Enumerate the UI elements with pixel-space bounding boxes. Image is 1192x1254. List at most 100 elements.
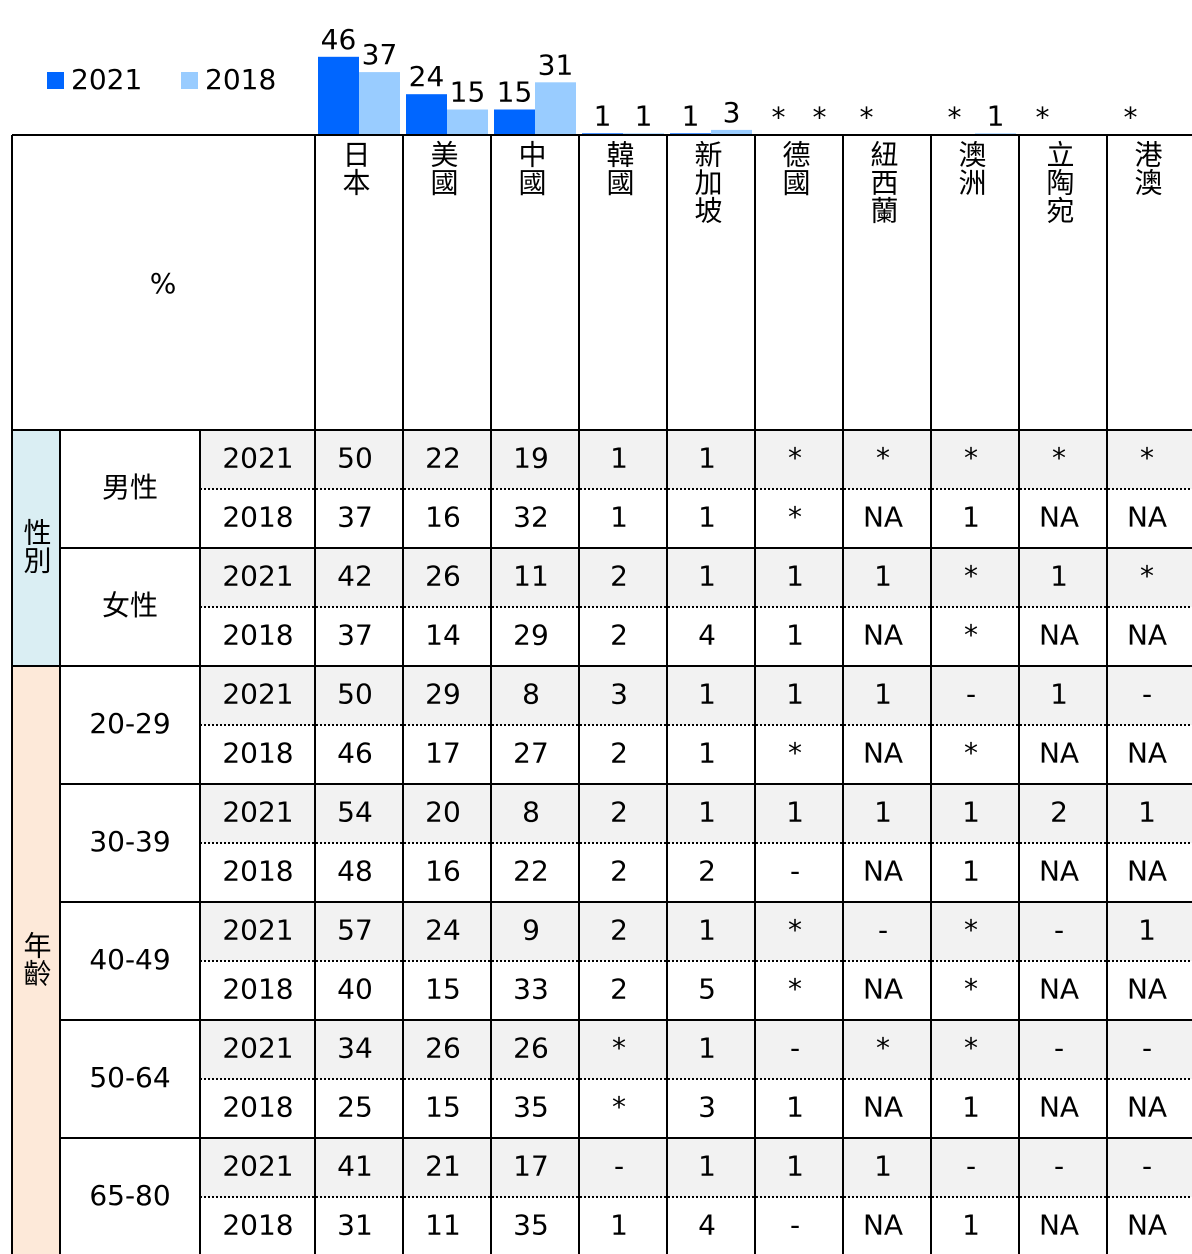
cell: 29 bbox=[513, 619, 549, 652]
legend-swatch bbox=[47, 72, 64, 89]
column-header: 中國 bbox=[515, 140, 548, 196]
cell: 14 bbox=[425, 619, 461, 652]
row-bg bbox=[200, 1020, 1192, 1079]
cell: * bbox=[964, 619, 978, 652]
column-header: 新加坡 bbox=[691, 140, 724, 224]
bar-label: 1 bbox=[987, 99, 1005, 132]
cell: 1 bbox=[698, 678, 716, 711]
bar-label: 24 bbox=[409, 60, 445, 93]
cell: 1 bbox=[786, 1091, 804, 1124]
cell: 31 bbox=[337, 1209, 373, 1242]
cell: 1 bbox=[1050, 560, 1068, 593]
year-label: 2018 bbox=[222, 1209, 293, 1242]
cell: 1 bbox=[786, 678, 804, 711]
cell: 34 bbox=[337, 1032, 373, 1065]
year-label: 2021 bbox=[222, 678, 293, 711]
cell: - bbox=[790, 1032, 800, 1065]
cell: NA bbox=[863, 619, 903, 652]
subgroup-label: 20-29 bbox=[89, 707, 170, 740]
group-label: 性別 bbox=[20, 518, 53, 574]
cell: 1 bbox=[962, 1209, 980, 1242]
cell: * bbox=[788, 442, 802, 475]
cell: * bbox=[788, 914, 802, 947]
bar-label: * bbox=[813, 101, 827, 134]
year-label: 2018 bbox=[222, 973, 293, 1006]
cell: 1 bbox=[962, 796, 980, 829]
column-header: 德國 bbox=[779, 140, 812, 196]
cell: NA bbox=[1039, 501, 1079, 534]
cell: NA bbox=[863, 973, 903, 1006]
cell: NA bbox=[863, 855, 903, 888]
cell: - bbox=[1142, 1150, 1152, 1183]
subgroup-label: 50-64 bbox=[89, 1061, 170, 1094]
cell: 1 bbox=[698, 560, 716, 593]
cell: * bbox=[964, 442, 978, 475]
cell: 1 bbox=[698, 796, 716, 829]
cell: 1 bbox=[698, 737, 716, 770]
cell: 17 bbox=[425, 737, 461, 770]
year-label: 2018 bbox=[222, 737, 293, 770]
cell: 2 bbox=[610, 619, 628, 652]
column-header: 美國 bbox=[427, 140, 460, 196]
cell: 4 bbox=[698, 619, 716, 652]
cell: 35 bbox=[513, 1209, 549, 1242]
cell: * bbox=[964, 1032, 978, 1065]
row-bg bbox=[200, 784, 1192, 843]
cell: 2 bbox=[1050, 796, 1068, 829]
cell: 42 bbox=[337, 560, 373, 593]
cell: 40 bbox=[337, 973, 373, 1006]
cell: 50 bbox=[337, 442, 373, 475]
year-label: 2021 bbox=[222, 442, 293, 475]
subgroup-label: 65-80 bbox=[89, 1179, 170, 1212]
cell: 22 bbox=[425, 442, 461, 475]
cell: 41 bbox=[337, 1150, 373, 1183]
cell: NA bbox=[1039, 619, 1079, 652]
bar bbox=[318, 56, 359, 135]
cell: 5 bbox=[698, 973, 716, 1006]
cell: NA bbox=[863, 501, 903, 534]
cell: NA bbox=[1127, 619, 1167, 652]
cell: NA bbox=[1039, 1091, 1079, 1124]
cell: 26 bbox=[513, 1032, 549, 1065]
cell: NA bbox=[1127, 973, 1167, 1006]
cell: NA bbox=[1039, 737, 1079, 770]
cell: 25 bbox=[337, 1091, 373, 1124]
bar-label: * bbox=[860, 101, 874, 134]
year-label: 2018 bbox=[222, 619, 293, 652]
cell: NA bbox=[1039, 973, 1079, 1006]
cell: * bbox=[1052, 442, 1066, 475]
legend-label: 2021 bbox=[71, 63, 142, 96]
bar-label: 1 bbox=[635, 99, 653, 132]
cell: - bbox=[966, 678, 976, 711]
cell: 1 bbox=[698, 1032, 716, 1065]
year-label: 2018 bbox=[222, 501, 293, 534]
cell: * bbox=[1140, 442, 1154, 475]
cell: 1 bbox=[786, 619, 804, 652]
cell: * bbox=[876, 442, 890, 475]
column-header: 韓國 bbox=[603, 140, 636, 196]
cell: 50 bbox=[337, 678, 373, 711]
cell: * bbox=[964, 560, 978, 593]
column-header: 日本 bbox=[339, 140, 372, 196]
year-label: 2018 bbox=[222, 1091, 293, 1124]
cell: - bbox=[1054, 914, 1064, 947]
column-header: 澳洲 bbox=[955, 140, 988, 196]
cell: NA bbox=[1127, 1209, 1167, 1242]
row-bg bbox=[200, 666, 1192, 725]
year-label: 2021 bbox=[222, 1150, 293, 1183]
cell: NA bbox=[1127, 501, 1167, 534]
cell: - bbox=[1142, 678, 1152, 711]
cell: 16 bbox=[425, 501, 461, 534]
cell: - bbox=[966, 1150, 976, 1183]
cell: 1 bbox=[962, 501, 980, 534]
cell: 46 bbox=[337, 737, 373, 770]
legend-label: 2018 bbox=[205, 63, 276, 96]
cell: 3 bbox=[698, 1091, 716, 1124]
cell: 9 bbox=[522, 914, 540, 947]
cell: 15 bbox=[425, 1091, 461, 1124]
cell: * bbox=[964, 737, 978, 770]
cell: 15 bbox=[425, 973, 461, 1006]
year-label: 2021 bbox=[222, 1032, 293, 1065]
cell: 24 bbox=[425, 914, 461, 947]
